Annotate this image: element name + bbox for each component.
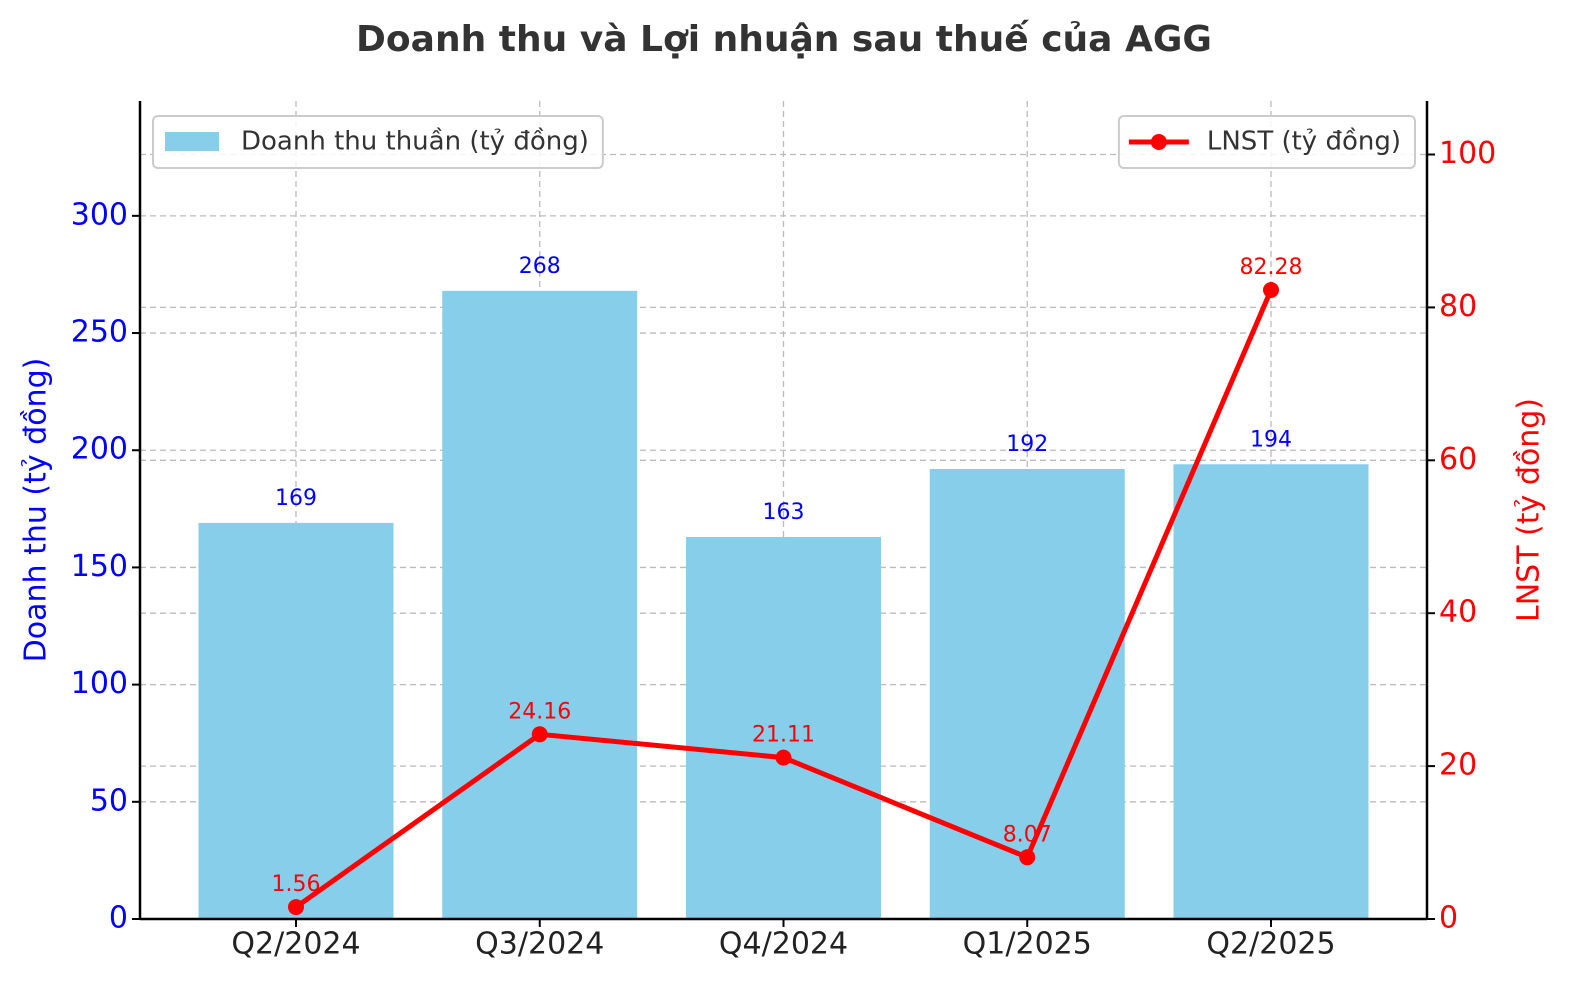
x-tick-label: Q3/2024 — [475, 927, 604, 962]
marker — [288, 899, 304, 916]
legend-label: Doanh thu thuần (tỷ đồng) — [241, 127, 589, 157]
y2-tick-label: 20 — [1439, 748, 1477, 783]
y-tick-label: 100 — [71, 666, 128, 701]
marker — [775, 749, 792, 766]
data-label: 8.07 — [1003, 822, 1052, 847]
legend: Doanh thu thuần (tỷ đồng) — [152, 115, 604, 169]
legend-label: LNST (tỷ đồng) — [1207, 127, 1401, 157]
data-label: 1.56 — [272, 872, 321, 897]
legend-marker — [1150, 134, 1167, 150]
bar — [442, 290, 638, 919]
y2-tick-label: 60 — [1439, 442, 1477, 477]
y-axis-label: Doanh thu (tỷ đồng) — [19, 358, 54, 663]
legend-box — [152, 115, 604, 169]
y-tick-label: 300 — [71, 197, 128, 232]
y-tick-label: 250 — [71, 315, 128, 350]
data-label: 163 — [763, 500, 805, 525]
data-label: 82.28 — [1240, 255, 1303, 280]
y2-tick-label: 40 — [1439, 595, 1477, 630]
x-tick-label: Q4/2024 — [719, 927, 848, 962]
x-tick-label: Q2/2024 — [231, 927, 360, 962]
bar — [929, 468, 1125, 919]
y2-tick-label: 100 — [1439, 136, 1496, 171]
data-label: 194 — [1250, 427, 1292, 452]
chart-title: Doanh thu và Lợi nhuận sau thuế của AGG — [356, 19, 1212, 60]
marker — [531, 726, 548, 743]
y2-tick-label: 0 — [1439, 901, 1458, 936]
data-label: 24.16 — [508, 699, 571, 724]
marker — [1019, 849, 1036, 866]
marker — [1263, 281, 1279, 298]
y-tick-label: 50 — [90, 783, 128, 818]
bar — [686, 536, 881, 919]
y-tick-label: 0 — [109, 901, 128, 936]
data-label: 268 — [519, 254, 561, 279]
data-label: 169 — [275, 486, 317, 511]
y2-tick-label: 80 — [1439, 289, 1477, 324]
y2-axis-label: LNST (tỷ đồng) — [1512, 398, 1547, 622]
data-label: 192 — [1006, 432, 1048, 457]
y-tick-label: 150 — [71, 549, 128, 584]
legend-swatch — [165, 132, 219, 151]
y-tick-label: 200 — [71, 432, 128, 467]
data-label: 21.11 — [752, 723, 815, 748]
x-tick-label: Q1/2025 — [963, 927, 1092, 962]
x-tick-label: Q2/2025 — [1206, 927, 1335, 962]
legend: LNST (tỷ đồng) — [1117, 115, 1416, 169]
bar — [1173, 464, 1369, 919]
legend-box — [1117, 115, 1416, 169]
bar — [198, 522, 394, 919]
